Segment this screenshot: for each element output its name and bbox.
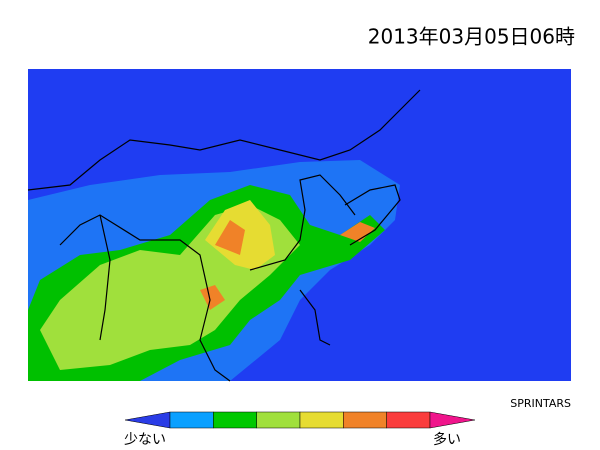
- colorbar-segment: [343, 411, 387, 429]
- colorbar-segment: [299, 411, 344, 429]
- colorbar-low-label: 少ない: [124, 432, 166, 448]
- coastline: [27, 89, 421, 191]
- colorbar-segment: [213, 411, 257, 429]
- colorbar-segment: [169, 411, 214, 429]
- title: 2013年03月05日06時: [368, 25, 575, 49]
- haze-japan: [340, 222, 375, 242]
- credit: SPRINTARS: [510, 397, 571, 410]
- coastline: [99, 214, 111, 341]
- coastline: [249, 174, 356, 271]
- coastline: [344, 184, 401, 246]
- coastline: [299, 289, 331, 346]
- colorbar-segment: [429, 411, 476, 429]
- haze-peak: [215, 220, 245, 255]
- colorbar-segment: [386, 411, 431, 429]
- coastline: [59, 214, 231, 382]
- map: [27, 69, 571, 382]
- haze-indochina: [200, 285, 225, 310]
- colorbar-segment: [124, 411, 171, 429]
- colorbar-segment: [256, 411, 301, 429]
- colorbar: [124, 411, 476, 429]
- colorbar-high-label: 多い: [433, 431, 461, 448]
